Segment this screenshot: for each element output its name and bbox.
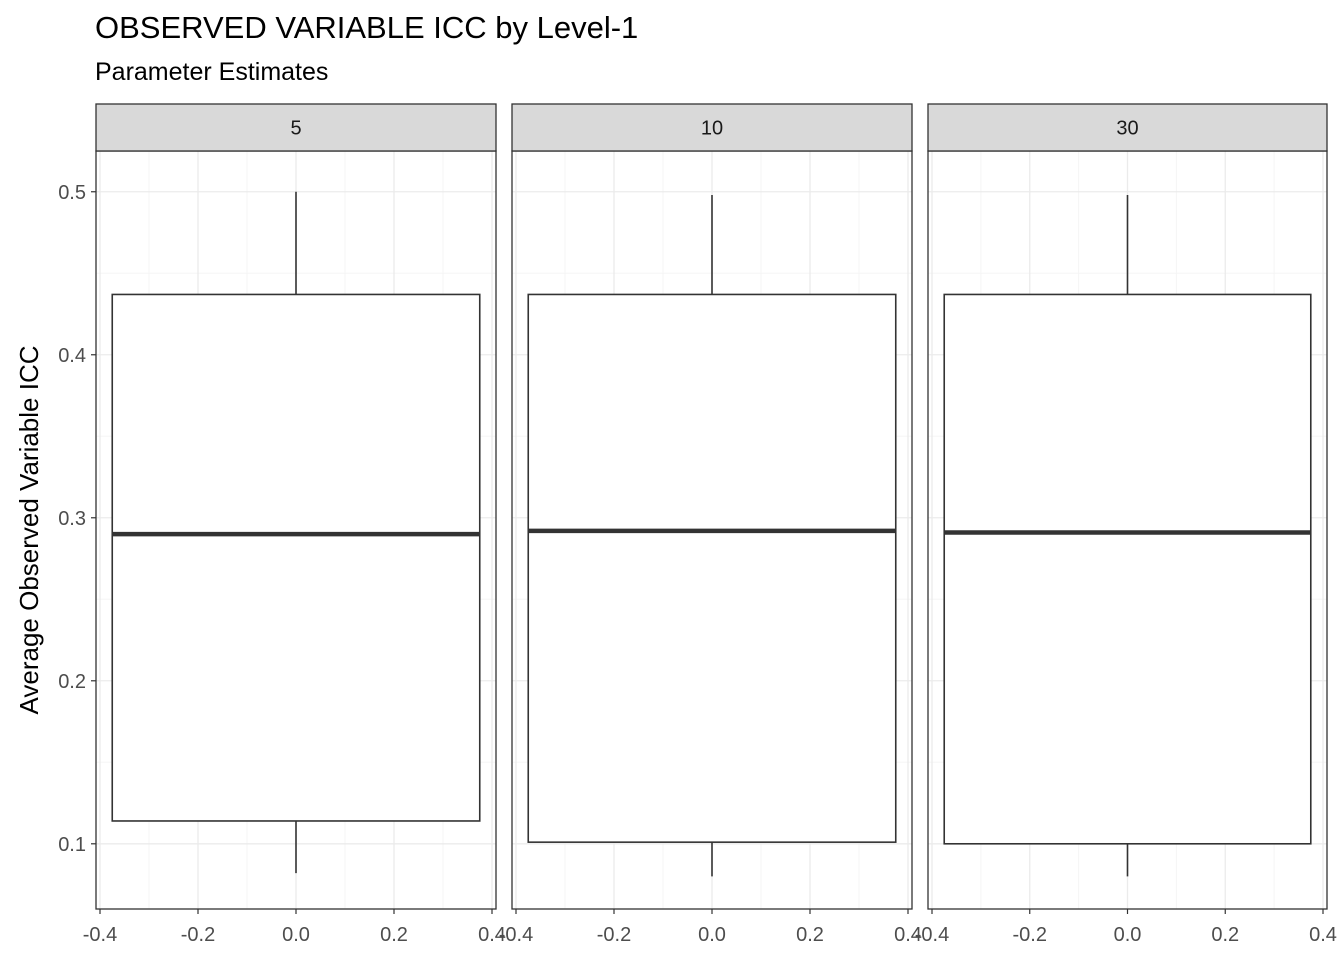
box-iqr [527,293,897,843]
facet-strip-label: 10 [701,118,723,140]
box-iqr [111,293,481,822]
x-tick-label: -0.4 [83,924,117,946]
x-tick-label: 0.4 [894,924,922,946]
y-tick-label: 0.2 [58,671,86,693]
box-iqr [943,293,1312,845]
x-tick-label: -0.2 [597,924,631,946]
y-axis: 0.1 0.2 0.3 0.4 0.5 [58,182,96,856]
x-tick-label: -0.2 [1013,924,1047,946]
x-tick-label: 0.0 [1114,924,1142,946]
y-axis-label: Average Observed Variable ICC [14,345,44,714]
x-tick-label: 0.0 [698,924,726,946]
x-tick-label: 0.4 [1309,924,1337,946]
facet-strip [95,103,497,152]
x-tick-label: 0.2 [380,924,408,946]
facet-panels: 5 -0.4 -0.2 0.0 0.2 0.4 10 -0.4 -0.2 0.0 0.2 0.4 30 -… [83,103,1337,946]
facet-strip [927,103,1328,152]
y-tick-label: 0.4 [58,345,86,367]
x-tick-label: -0.4 [915,924,949,946]
y-tick-label: 0.3 [58,508,86,530]
facet-panel-10: 10 -0.4 -0.2 0.0 0.2 0.4 [499,103,922,946]
facet-panel-5: 5 -0.4 -0.2 0.0 0.2 0.4 [83,103,506,946]
chart-title: OBSERVED VARIABLE ICC by Level-1 [95,10,639,45]
facet-strip-label: 5 [290,118,301,140]
chart-subtitle: Parameter Estimates [95,58,329,86]
x-tick-label: 0.4 [478,924,506,946]
y-tick-label: 0.5 [58,182,86,204]
y-tick-label: 0.1 [58,834,86,856]
x-tick-label: -0.2 [181,924,215,946]
facet-strip [511,103,913,152]
x-tick-label: 0.2 [796,924,824,946]
x-tick-label: 0.0 [282,924,310,946]
facet-strip-label: 30 [1116,118,1138,140]
x-tick-label: -0.4 [499,924,533,946]
facet-panel-30: 30 -0.4 -0.2 0.0 0.2 0.4 [915,103,1337,946]
x-tick-label: 0.2 [1211,924,1239,946]
